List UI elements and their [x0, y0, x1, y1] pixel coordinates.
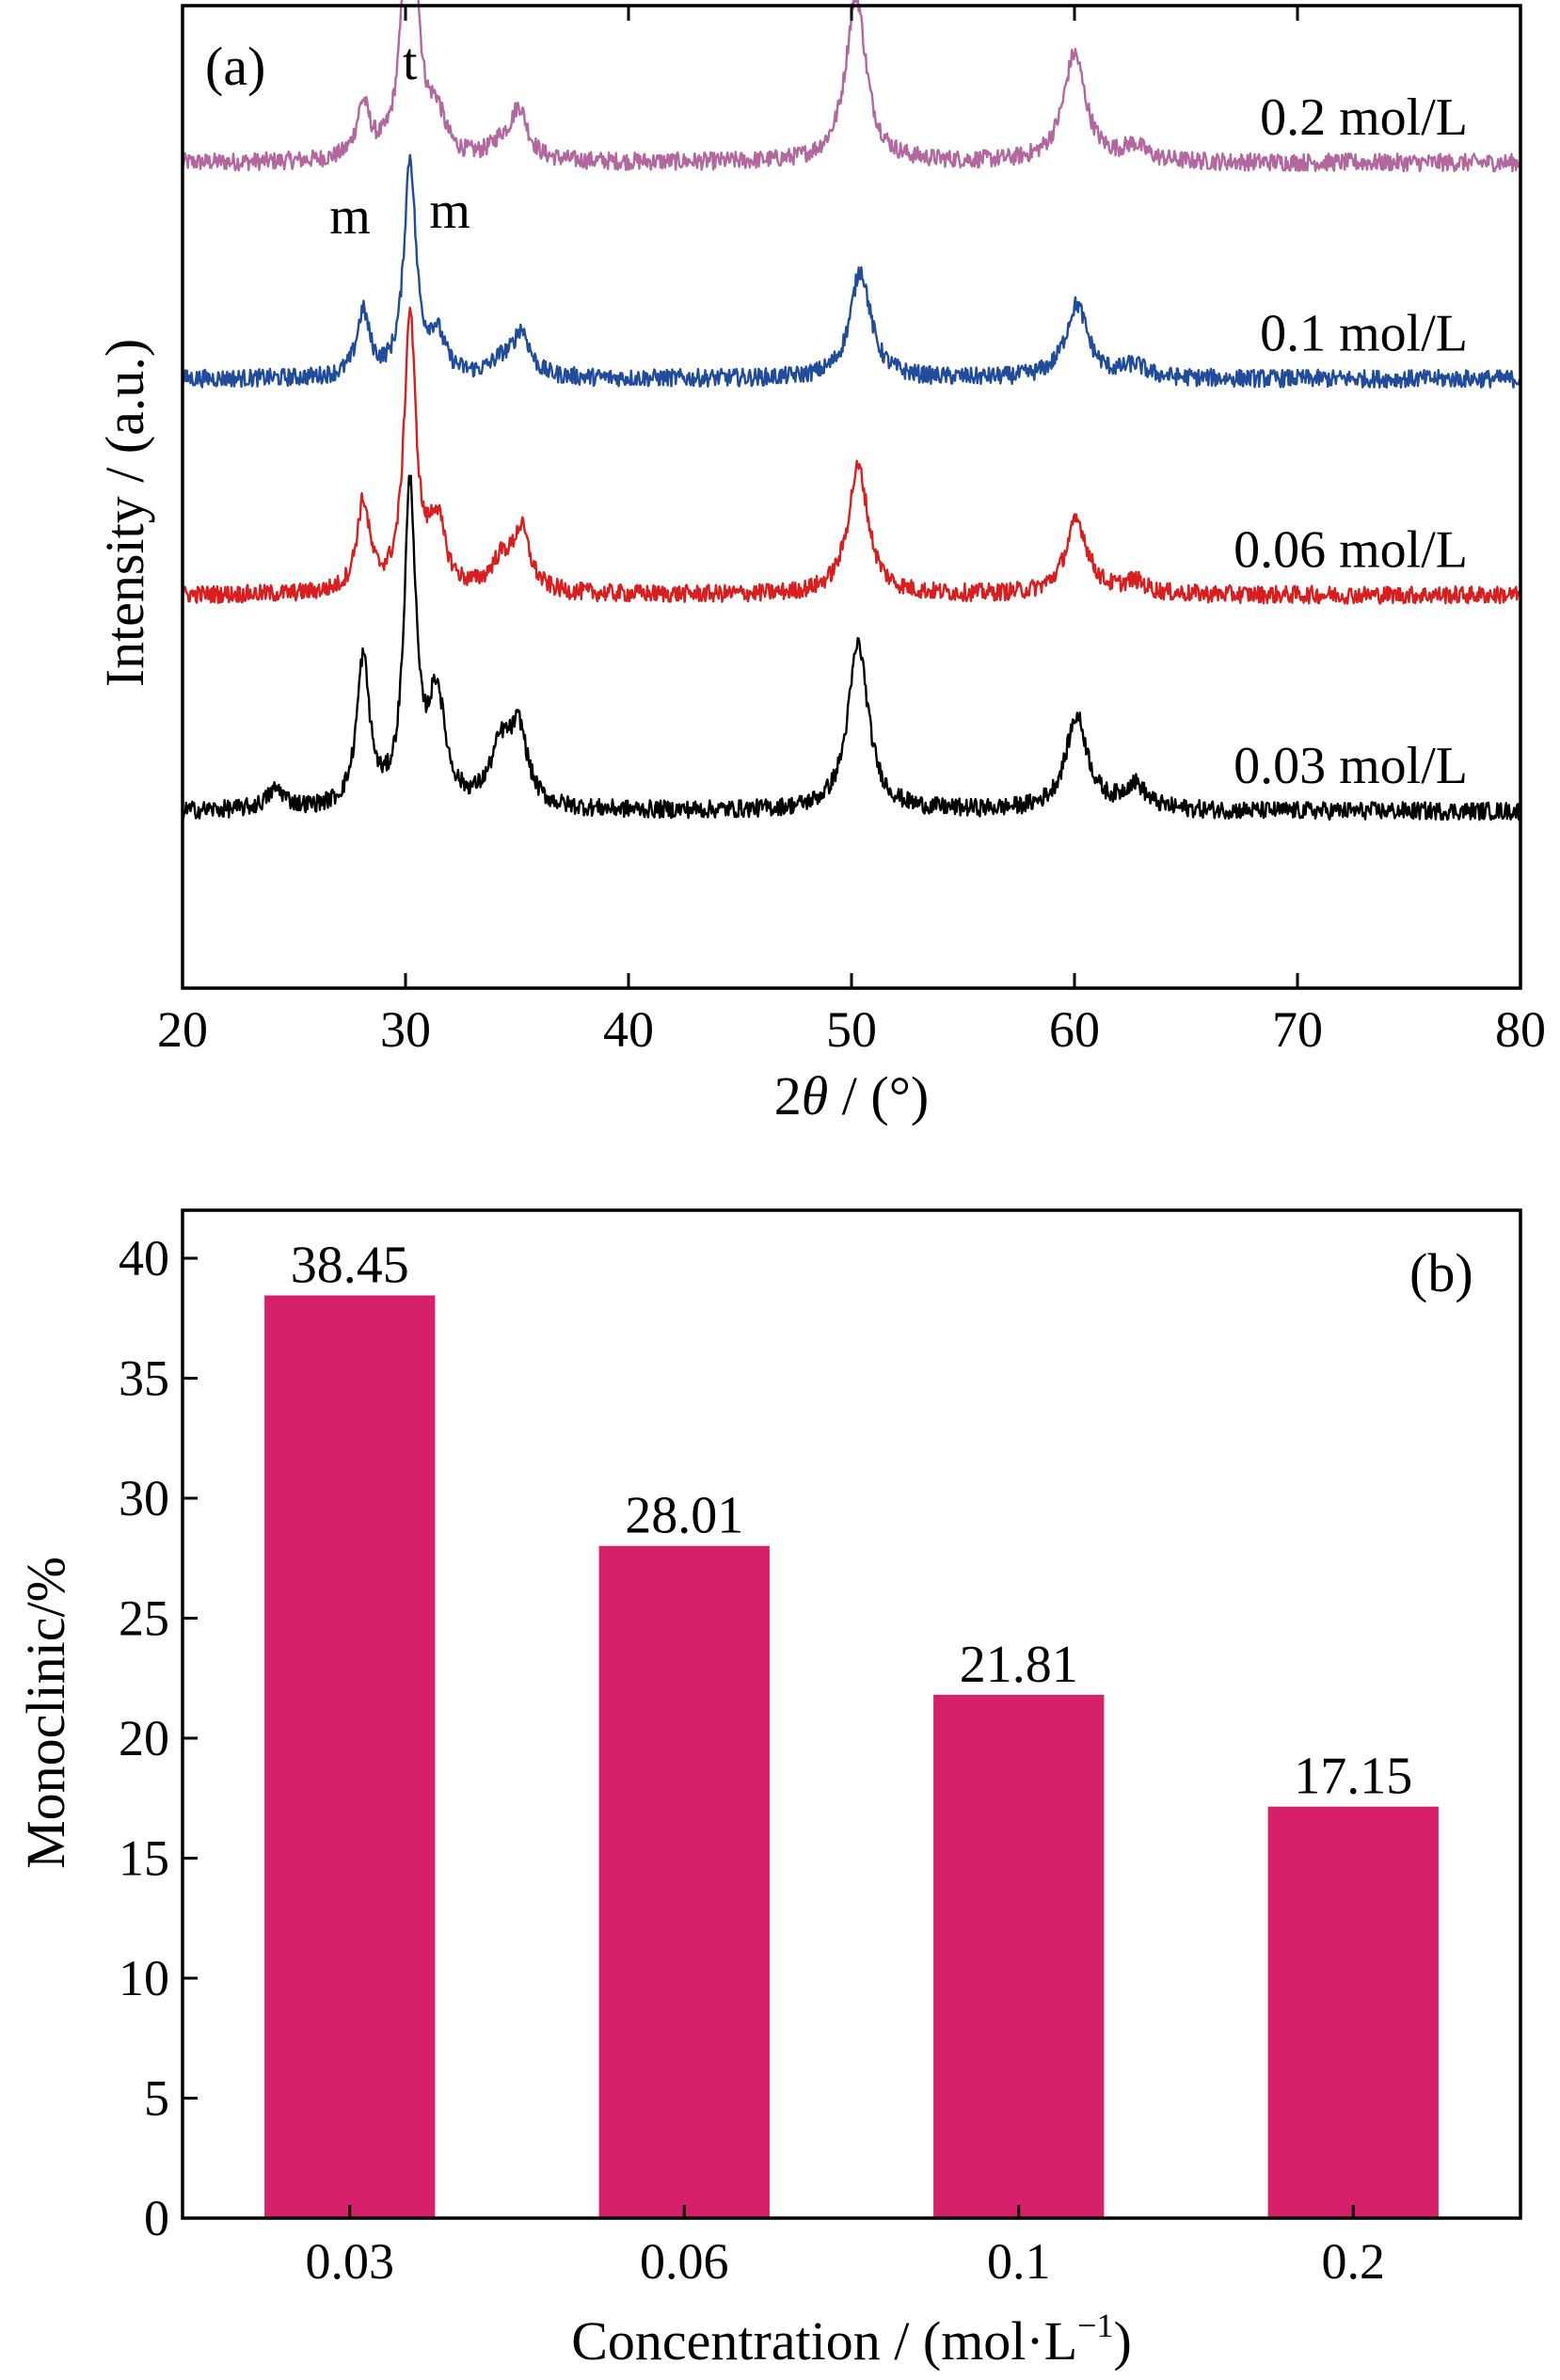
bar-y-tick-label: 35: [119, 1350, 169, 1407]
xrd-peak-labels: m t m: [329, 33, 470, 246]
bar-data-label: 38.45: [291, 1237, 409, 1295]
xrd-x-tick-label: 50: [826, 1001, 877, 1058]
xrd-chart: 20 30 40 50 60 70 80 0.2 mol/L 0.1 mol/L 0.06 mo…: [94, 0, 1546, 1126]
bar-x-axis-label: Concentration / (mol·L−1): [571, 2307, 1132, 2372]
xrd-peak-label: m: [429, 182, 470, 240]
xrd-x-tick-label: 60: [1049, 1001, 1100, 1058]
bar-y-tick-label: 20: [119, 1710, 169, 1766]
bar-y-tick-label: 25: [119, 1590, 169, 1647]
bar-y-tick-label: 10: [119, 1950, 169, 2006]
xrd-series-label: 0.06 mol/L: [1234, 520, 1468, 579]
bar-x-tick-label: 0.06: [640, 2233, 729, 2290]
xrd-series-label: 0.1 mol/L: [1260, 305, 1468, 363]
xrd-series-label: 0.03 mol/L: [1234, 737, 1468, 795]
xrd-x-tick-label: 70: [1272, 1001, 1323, 1058]
bar-y-tick-label: 5: [144, 2070, 169, 2127]
xrd-series-labels: 0.2 mol/L 0.1 mol/L 0.06 mol/L 0.03 mol/L: [1234, 88, 1468, 795]
xrd-trace-0-03-mol-L: [181, 474, 1522, 822]
bar-0.03: [264, 1295, 436, 2218]
xrd-trace-0-1-mol-L: [181, 153, 1522, 389]
bar-plot-frame: [181, 1208, 1522, 2220]
bar-x-ticks: 0.03 0.06 0.1 0.2: [306, 2205, 1386, 2290]
bar-y-tick-label: 40: [119, 1230, 169, 1286]
xrd-series-label: 0.2 mol/L: [1260, 88, 1468, 147]
xrd-peak-label: t: [403, 33, 418, 91]
bars: [264, 1295, 1439, 2218]
xrd-x-tick-label: 20: [157, 1001, 208, 1058]
bar-y-axis-label: Monoclinic/%: [15, 1557, 76, 1869]
bar-y-tick-label: 30: [119, 1470, 169, 1526]
bar-0.06: [598, 1545, 770, 2218]
xrd-peak-label: m: [329, 187, 371, 246]
bar-y-tick-label: 0: [144, 2190, 169, 2246]
xrd-y-axis-label: Intensity / (a.u.): [94, 339, 155, 687]
xrd-x-tick-label: 30: [380, 1001, 431, 1058]
xrd-x-axis-label: 2θ / (°): [774, 1065, 929, 1126]
bar-data-label: 17.15: [1294, 1748, 1412, 1806]
bar-y-ticks: 0 5 10 15 20 25 30 35 40: [119, 1230, 198, 2246]
bar-y-tick-label: 15: [119, 1830, 169, 1887]
panel-b-label: (b): [1409, 1242, 1473, 1303]
bar-x-tick-label: 0.2: [1322, 2233, 1386, 2290]
bar-x-tick-label: 0.03: [306, 2233, 395, 2290]
bar-data-label: 21.81: [960, 1636, 1078, 1694]
bar-0.1: [933, 1694, 1105, 2218]
xrd-trace-0-06-mol-L: [181, 306, 1522, 605]
xrd-x-ticks: 20 30 40 50 60 70 80: [157, 6, 1546, 1058]
xrd-x-tick-label: 80: [1495, 1001, 1546, 1058]
monoclinic-bar-chart: 0 5 10 15 20 25 30 35 40 0.03 0.06 0.1 0.2 38.45 28.…: [15, 1208, 1522, 2372]
panel-a-label: (a): [205, 36, 265, 97]
xrd-x-tick-label: 40: [603, 1001, 654, 1058]
bar-data-label: 28.01: [625, 1487, 743, 1545]
bar-x-tick-label: 0.1: [987, 2233, 1051, 2290]
bar-data-labels: 38.45 28.01 21.81 17.15: [291, 1237, 1413, 1806]
bar-0.2: [1267, 1806, 1439, 2218]
